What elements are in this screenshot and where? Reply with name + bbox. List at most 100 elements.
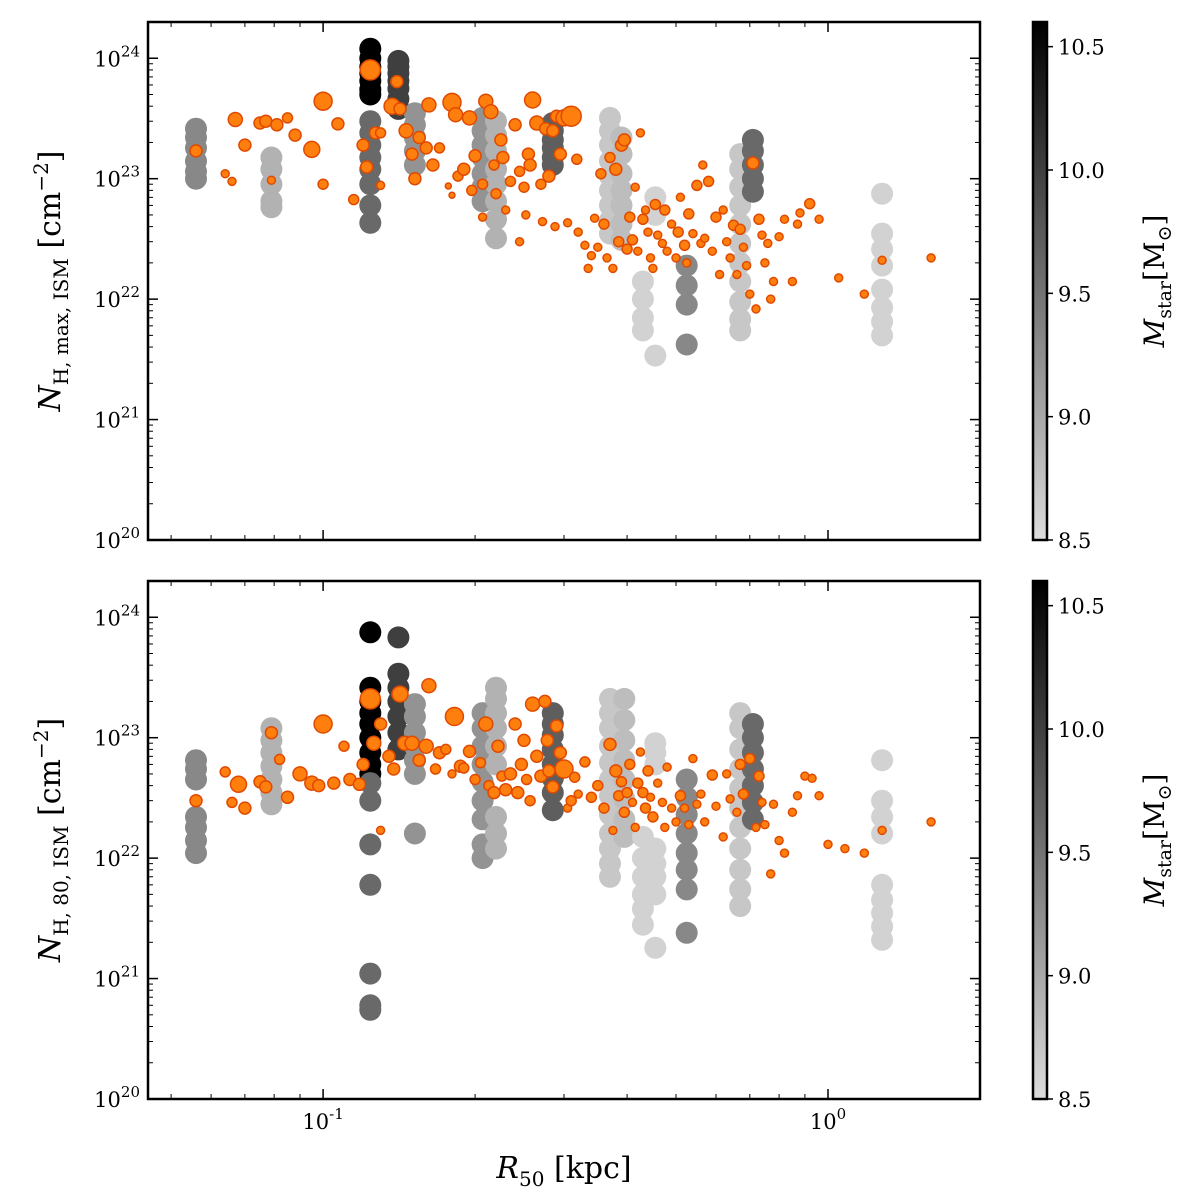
top-galaxy-point	[675, 293, 698, 316]
top-clump-point	[303, 140, 321, 159]
bottom-clump-point	[645, 792, 656, 803]
bottom-clump-point	[585, 791, 598, 804]
bottom-clump-point	[792, 790, 803, 801]
bottom-panel-ticks: 1020 1021 1022 1023 1024 10-1 100	[94, 580, 981, 1134]
bottom-clump-point	[520, 773, 533, 786]
bottom-clump-point	[280, 790, 295, 805]
bottom-galaxy-point	[675, 878, 698, 901]
top-clump-point	[598, 218, 610, 230]
top-galaxy-point	[871, 182, 894, 205]
top-galaxy-point	[729, 232, 752, 255]
bottom-galaxy-point	[631, 897, 654, 920]
bottom-galaxy-point	[485, 837, 507, 860]
top-colorbar-tick-label: 10.5	[1058, 36, 1105, 60]
bottom-clump-point	[498, 782, 513, 797]
top-clump-point	[763, 238, 773, 249]
bottom-colorbar-tick-label: 10.5	[1058, 595, 1105, 619]
top-galaxy-point	[631, 319, 654, 342]
bottom-clump-point	[779, 848, 790, 858]
bottom-clump-point	[238, 801, 252, 815]
bottom-galaxy-point	[644, 936, 667, 959]
top-clump-point	[678, 239, 691, 252]
top-clump-point	[398, 123, 414, 139]
bottom-galaxy-point	[729, 837, 752, 860]
top-clump-point	[573, 227, 583, 237]
bottom-clump-point	[469, 773, 481, 786]
top-clump-point	[513, 165, 526, 178]
top-clump-point	[707, 246, 718, 256]
top-clump-point	[626, 234, 639, 246]
top-clump-point	[602, 253, 612, 263]
bottom-clump-point	[311, 778, 326, 793]
bottom-galaxy-point	[613, 709, 636, 732]
bottom-clump-point	[554, 759, 574, 779]
top-clump-point	[227, 176, 237, 187]
top-clump-point	[675, 192, 686, 203]
top-clump-point	[220, 168, 230, 179]
top-galaxy-point	[359, 83, 382, 106]
bottom-clump-point	[375, 825, 386, 836]
bottom-clump-point	[757, 797, 767, 808]
top-clump-point	[535, 178, 547, 190]
top-clump-point	[288, 128, 302, 142]
bottom-clump-point	[356, 757, 370, 772]
bottom-x-tick-label: 100	[810, 1105, 846, 1134]
top-clump-point	[421, 97, 437, 113]
top-clump-point	[466, 184, 478, 197]
top-galaxy-point	[741, 180, 764, 203]
bottom-galaxy-point	[403, 705, 426, 728]
bottom-clump-point	[226, 796, 238, 809]
bottom-clump-point	[751, 822, 761, 833]
top-clump-point	[609, 162, 623, 176]
top-clump-point	[426, 158, 440, 172]
bottom-clump-point	[624, 758, 636, 771]
bottom-clump-point	[642, 765, 654, 777]
bottom-clump-point	[229, 775, 248, 794]
bottom-panel-frame	[146, 579, 982, 1101]
top-clump-point	[514, 236, 525, 247]
bottom-galaxy-point	[729, 878, 752, 901]
bottom-galaxy-point	[485, 805, 507, 828]
top-clump-point	[768, 276, 779, 287]
top-clump-point	[359, 59, 382, 81]
top-clump-point	[270, 118, 284, 132]
bottom-colorbar-frame	[1031, 579, 1049, 1101]
top-clump-point	[662, 246, 672, 256]
top-clump-point	[444, 182, 453, 190]
top-clump-point	[833, 273, 844, 283]
top-clump-point	[741, 260, 752, 271]
top-clump-point	[412, 130, 426, 145]
bottom-colorbar-tick-label: 10.0	[1058, 718, 1105, 742]
bottom-clump-point	[538, 694, 552, 709]
bottom-y-tick-label: 1022	[94, 842, 140, 871]
bottom-clump-point	[630, 822, 640, 833]
top-clump-point	[238, 138, 252, 152]
bottom-galaxy-point	[359, 873, 382, 896]
top-colorbar-frame	[1031, 20, 1049, 542]
top-clump-point	[496, 150, 510, 165]
top-clump-point	[725, 253, 735, 263]
bottom-clump-point	[474, 756, 487, 769]
bottom-colorbar: Mstar[M⊙] 8.5 9.0 9.5 10.0 10.5	[1031, 579, 1176, 1112]
top-clump-point	[508, 118, 522, 132]
top-clump-point	[347, 193, 360, 206]
bottom-clump-point	[706, 769, 719, 781]
bottom-clump-point	[440, 743, 452, 756]
bottom-clump-point	[688, 753, 698, 764]
top-clump-point	[448, 191, 456, 199]
top-clump-point	[537, 216, 548, 227]
top-clump-point	[589, 213, 600, 223]
bottom-galaxy-point	[613, 825, 636, 848]
bottom-colorbar-label: Mstar[M⊙]	[1138, 774, 1176, 908]
top-y-tick-label: 1022	[94, 283, 140, 312]
top-clump-point	[666, 219, 677, 229]
bottom-galaxy-point	[359, 621, 382, 644]
top-clump-point	[593, 242, 603, 252]
bottom-clump-point	[877, 825, 887, 836]
top-panel: 1020 1021 1022 1023 1024 NH, max, ISM [cm−2]	[29, 20, 982, 553]
top-clump-point	[637, 213, 649, 226]
top-clump-point	[490, 187, 502, 200]
bottom-clump-point	[487, 785, 501, 800]
top-clump-point	[753, 213, 765, 226]
